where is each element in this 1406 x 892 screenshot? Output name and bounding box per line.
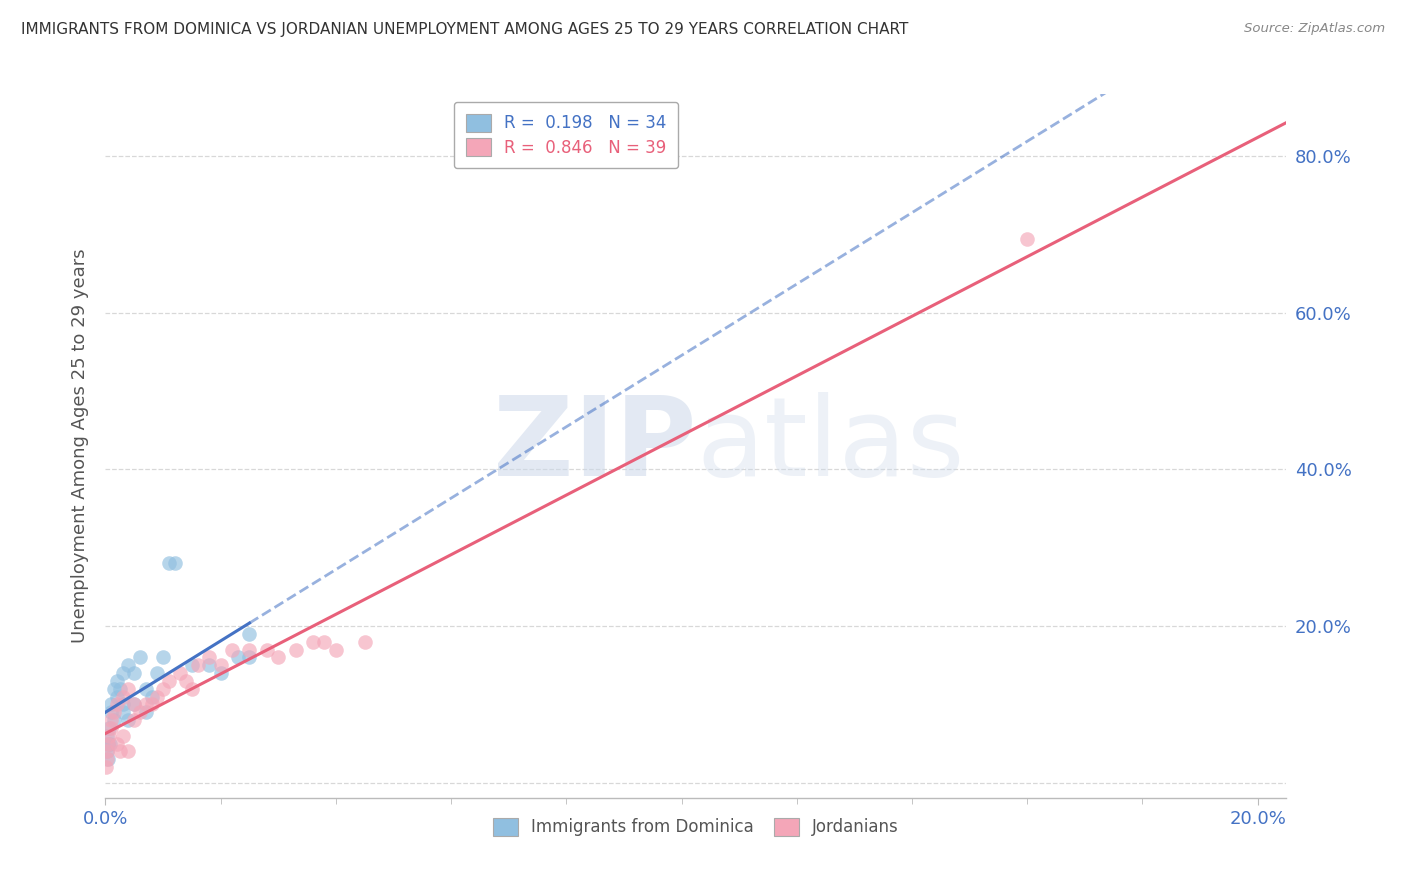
Point <box>325 642 347 657</box>
Point <box>111 698 134 712</box>
Point <box>105 698 128 712</box>
Point <box>198 650 221 665</box>
Text: atlas: atlas <box>696 392 965 500</box>
Point <box>103 681 125 696</box>
Point <box>96 744 118 758</box>
Point <box>163 557 186 571</box>
Text: ZIP: ZIP <box>492 392 696 500</box>
Point <box>100 705 122 719</box>
Point <box>100 698 122 712</box>
Point <box>238 650 260 665</box>
Point <box>314 634 336 648</box>
Point <box>96 744 118 758</box>
Point <box>209 666 232 681</box>
Point <box>1017 231 1039 245</box>
Point <box>152 681 174 696</box>
Point <box>117 658 139 673</box>
Y-axis label: Unemployment Among Ages 25 to 29 years: Unemployment Among Ages 25 to 29 years <box>70 249 89 643</box>
Point <box>226 650 249 665</box>
Point <box>111 666 134 681</box>
Point <box>141 698 163 712</box>
Point <box>103 705 125 719</box>
Text: IMMIGRANTS FROM DOMINICA VS JORDANIAN UNEMPLOYMENT AMONG AGES 25 TO 29 YEARS COR: IMMIGRANTS FROM DOMINICA VS JORDANIAN UN… <box>21 22 908 37</box>
Point <box>111 705 134 719</box>
Point <box>96 729 118 743</box>
Point <box>157 673 180 688</box>
Point <box>117 713 139 727</box>
Point <box>238 627 260 641</box>
Point <box>97 737 120 751</box>
Point <box>221 642 243 657</box>
Point <box>267 650 290 665</box>
Point <box>152 650 174 665</box>
Legend: Immigrants from Dominica, Jordanians: Immigrants from Dominica, Jordanians <box>486 811 905 843</box>
Point <box>103 713 125 727</box>
Point <box>135 705 157 719</box>
Point <box>117 744 139 758</box>
Point <box>187 658 209 673</box>
Point <box>146 666 169 681</box>
Point <box>209 658 232 673</box>
Text: Source: ZipAtlas.com: Source: ZipAtlas.com <box>1244 22 1385 36</box>
Point <box>180 681 202 696</box>
Point <box>111 690 134 704</box>
Point <box>122 713 145 727</box>
Point <box>98 729 121 743</box>
Point <box>122 666 145 681</box>
Point <box>105 690 128 704</box>
Point <box>100 721 122 735</box>
Point <box>117 681 139 696</box>
Point <box>135 698 157 712</box>
Point <box>238 642 260 657</box>
Point <box>174 673 197 688</box>
Point <box>122 698 145 712</box>
Point <box>98 737 121 751</box>
Point <box>96 752 118 766</box>
Point <box>97 752 120 766</box>
Point <box>100 713 122 727</box>
Point <box>97 721 120 735</box>
Point <box>129 705 152 719</box>
Point <box>111 729 134 743</box>
Point <box>284 642 307 657</box>
Point <box>169 666 191 681</box>
Point <box>105 737 128 751</box>
Point <box>135 681 157 696</box>
Point <box>180 658 202 673</box>
Point <box>105 673 128 688</box>
Point <box>129 650 152 665</box>
Point <box>353 634 375 648</box>
Point <box>94 760 117 774</box>
Point <box>256 642 278 657</box>
Point <box>108 744 131 758</box>
Point <box>146 690 169 704</box>
Point <box>108 681 131 696</box>
Point <box>122 698 145 712</box>
Point <box>141 690 163 704</box>
Point <box>157 557 180 571</box>
Point <box>302 634 325 648</box>
Point <box>198 658 221 673</box>
Point <box>97 737 120 751</box>
